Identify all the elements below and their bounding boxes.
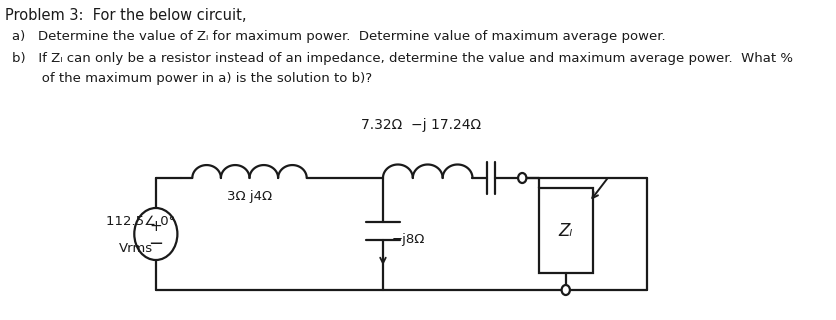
Text: of the maximum power in a) is the solution to b)?: of the maximum power in a) is the soluti… (12, 72, 371, 85)
Text: Problem 3:  For the below circuit,: Problem 3: For the below circuit, (5, 8, 246, 23)
Text: a)   Determine the value of Zₗ for maximum power.  Determine value of maximum av: a) Determine the value of Zₗ for maximum… (12, 30, 665, 43)
Text: 3Ω j4Ω: 3Ω j4Ω (227, 190, 272, 203)
Bar (538, 188, 592, 273)
Text: −j8Ω: −j8Ω (390, 233, 424, 245)
Circle shape (517, 173, 526, 183)
Text: −: − (148, 235, 163, 253)
Text: 112.5∠ 0°: 112.5∠ 0° (106, 214, 176, 228)
Text: Zₗ: Zₗ (558, 221, 572, 239)
Text: 7.32Ω  −j 17.24Ω: 7.32Ω −j 17.24Ω (360, 118, 480, 132)
Circle shape (134, 208, 177, 260)
Text: Vrms: Vrms (119, 242, 152, 254)
Text: +: + (150, 219, 162, 234)
Text: b)   If Zₗ can only be a resistor instead of an impedance, determine the value a: b) If Zₗ can only be a resistor instead … (12, 52, 792, 65)
Circle shape (561, 285, 569, 295)
